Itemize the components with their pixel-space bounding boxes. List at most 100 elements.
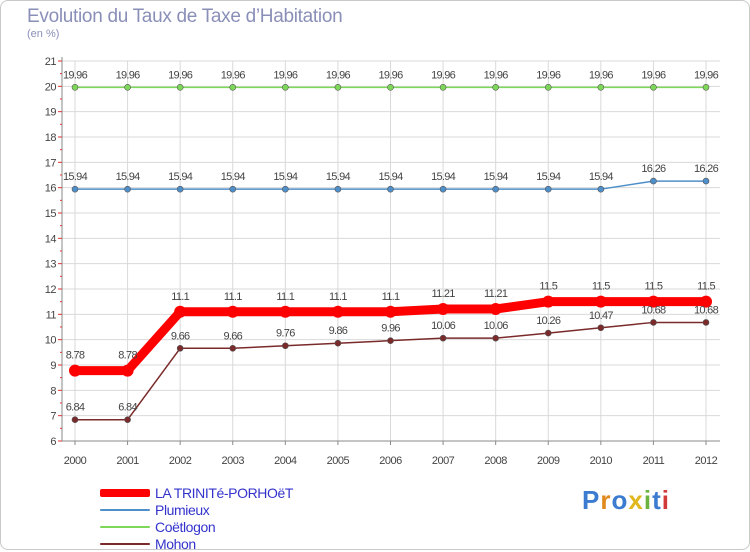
data-label: 15.94 bbox=[116, 171, 141, 183]
data-point bbox=[387, 185, 394, 193]
data-point bbox=[700, 295, 712, 308]
y-tick-label: 16 bbox=[45, 183, 57, 195]
data-point bbox=[492, 84, 499, 91]
data-label: 9.86 bbox=[329, 325, 348, 337]
legend-swatch bbox=[100, 488, 150, 497]
data-point bbox=[176, 344, 184, 352]
data-point bbox=[69, 364, 81, 377]
data-point bbox=[124, 416, 131, 424]
legend-swatch bbox=[100, 508, 150, 511]
data-point bbox=[71, 185, 79, 193]
data-point bbox=[544, 84, 552, 91]
x-tick-label: 2003 bbox=[222, 455, 245, 467]
data-label: 15.94 bbox=[326, 171, 351, 183]
data-label: 8.78 bbox=[66, 350, 85, 362]
data-point bbox=[597, 324, 605, 332]
data-label: 19.96 bbox=[326, 69, 351, 81]
data-label: 11.5 bbox=[645, 281, 663, 293]
chart-title: Evolution du Taux de Taxe d’Habitation bbox=[27, 6, 343, 27]
data-label: 10.68 bbox=[694, 304, 719, 316]
data-label: 19.96 bbox=[116, 69, 141, 81]
x-tick-label: 2008 bbox=[484, 455, 507, 467]
data-label: 15.94 bbox=[378, 171, 403, 183]
data-label: 10.26 bbox=[536, 315, 561, 327]
y-tick-label: 12 bbox=[45, 284, 57, 296]
data-point bbox=[71, 416, 79, 424]
x-tick-label: 2007 bbox=[432, 455, 455, 467]
data-point bbox=[439, 334, 447, 342]
data-point bbox=[334, 185, 342, 193]
data-point bbox=[489, 303, 502, 316]
data-point bbox=[71, 84, 79, 91]
data-point bbox=[439, 185, 447, 193]
y-tick-label: 19 bbox=[45, 107, 57, 119]
data-point bbox=[334, 84, 342, 91]
data-label: 6.84 bbox=[66, 402, 85, 414]
data-label: 19.96 bbox=[589, 69, 614, 81]
data-label: 9.66 bbox=[171, 330, 190, 342]
data-point bbox=[282, 84, 289, 91]
data-label: 11.1 bbox=[171, 291, 189, 303]
data-label: 6.84 bbox=[118, 402, 137, 414]
y-tick-label: 17 bbox=[45, 157, 57, 169]
data-point bbox=[597, 185, 605, 193]
data-label: 11.1 bbox=[276, 291, 294, 303]
data-point bbox=[650, 319, 657, 326]
data-point bbox=[439, 84, 447, 91]
legend-label: LA TRINITé-PORHOëT bbox=[155, 484, 294, 501]
data-label: 11.5 bbox=[592, 281, 610, 293]
data-label: 11.1 bbox=[382, 291, 400, 303]
data-label: 15.94 bbox=[536, 171, 561, 183]
y-tick-label: 15 bbox=[45, 208, 57, 220]
data-label: 15.94 bbox=[589, 171, 614, 183]
data-label: 9.96 bbox=[381, 323, 400, 335]
chart-legend: LA TRINITé-PORHOëT Plumieux Coëtlogon Mohon bbox=[100, 484, 293, 552]
data-point bbox=[124, 185, 131, 193]
legend-swatch bbox=[100, 542, 150, 545]
data-label: 19.96 bbox=[63, 69, 88, 81]
x-tick-label: 2011 bbox=[643, 455, 665, 467]
data-point bbox=[387, 84, 394, 91]
data-point bbox=[437, 303, 450, 316]
data-point bbox=[279, 305, 292, 318]
data-point bbox=[542, 295, 555, 308]
data-point bbox=[282, 342, 289, 350]
data-label: 19.96 bbox=[221, 69, 246, 81]
legend-swatch bbox=[100, 525, 150, 528]
data-point bbox=[647, 295, 660, 308]
data-point bbox=[594, 295, 607, 308]
data-label: 11.1 bbox=[224, 291, 242, 303]
data-label: 19.96 bbox=[694, 69, 719, 81]
data-label: 15.94 bbox=[431, 171, 456, 183]
y-tick-label: 13 bbox=[45, 259, 57, 271]
legend-item: Mohon bbox=[100, 535, 293, 552]
data-point bbox=[282, 185, 289, 193]
data-label: 9.76 bbox=[276, 328, 295, 340]
data-point bbox=[650, 84, 657, 91]
data-point bbox=[334, 339, 342, 347]
data-label: 19.96 bbox=[378, 69, 403, 81]
data-label: 19.96 bbox=[641, 69, 666, 81]
data-point bbox=[176, 185, 184, 193]
data-label: 9.66 bbox=[223, 330, 242, 342]
data-point bbox=[384, 305, 397, 318]
y-tick-label: 8 bbox=[50, 385, 56, 397]
data-label: 10.47 bbox=[589, 310, 614, 322]
data-label: 19.96 bbox=[168, 69, 193, 81]
x-tick-label: 2000 bbox=[64, 455, 87, 467]
data-label: 19.96 bbox=[273, 69, 298, 81]
data-label: 16.26 bbox=[694, 163, 719, 175]
data-label: 19.96 bbox=[536, 69, 561, 81]
data-label: 11.21 bbox=[431, 288, 455, 300]
data-label: 11.5 bbox=[539, 281, 557, 293]
data-label: 10.06 bbox=[484, 320, 509, 332]
data-point bbox=[229, 185, 237, 193]
data-label: 10.06 bbox=[431, 320, 456, 332]
data-point bbox=[492, 185, 499, 193]
data-point bbox=[702, 177, 710, 185]
data-point bbox=[544, 185, 552, 193]
data-point bbox=[492, 334, 499, 342]
data-point bbox=[124, 84, 131, 91]
